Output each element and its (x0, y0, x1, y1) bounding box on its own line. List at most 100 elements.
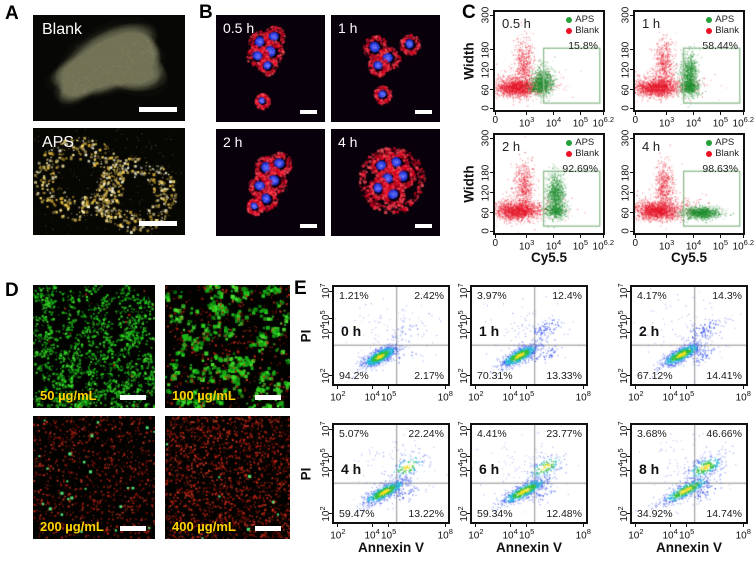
legend-entry: Blank (706, 148, 739, 160)
tick-mark (630, 172, 633, 174)
axis-tick-label: 104 (685, 238, 702, 253)
quadrant-percent-upper-right: 23.77% (546, 428, 582, 440)
tick-mark (579, 235, 581, 238)
tick-mark (444, 524, 446, 527)
live-dead-image-50: 50 µg/mL (33, 285, 155, 408)
tick-mark (329, 455, 332, 457)
legend-label: Blank (575, 147, 599, 159)
tick-mark (669, 524, 671, 527)
axis-tick-label: 105 (572, 238, 589, 253)
tick-mark (686, 386, 688, 389)
quadrant-percent-upper-right: 12.4% (552, 290, 582, 302)
x-axis-title: Annexin V (495, 540, 563, 555)
confocal-image-0.5h: 0.5 h (216, 15, 325, 122)
axis-tick-label: 105 (678, 389, 695, 404)
axis-tick-label: 105 (518, 527, 535, 542)
quadrant-percent-lower-right: 13.22% (408, 508, 444, 520)
quadrant-percent-lower-right: 14.41% (706, 370, 742, 382)
x-axis-title: Cy5.5 (670, 250, 708, 265)
axis-tick-label: 105 (572, 115, 589, 130)
plot-time-label: 0 h (341, 323, 362, 339)
tick-mark (467, 290, 470, 292)
tick-mark (329, 513, 332, 515)
scale-bar (120, 526, 146, 531)
axis-tick-label: 0 (632, 238, 639, 249)
tick-mark (509, 386, 511, 389)
y-axis-ticks: 107 105 104 102 (615, 421, 629, 524)
density-scatter-canvas (632, 287, 746, 384)
flow-plot-width-cy55-1h: 1 h APS Blank 58.44% (633, 10, 745, 112)
panel-label-b: B (199, 2, 213, 23)
scale-bar (415, 110, 432, 114)
tick-mark (444, 386, 446, 389)
axis-tick-label: 0 (632, 115, 639, 126)
tick-mark (329, 375, 332, 377)
legend-entry: Blank (706, 25, 739, 37)
blank-legend-dot (706, 151, 713, 158)
apoptosis-plot-4h: 5.07% 22.24% 59.47% 13.22% 4 h (332, 423, 450, 524)
panel-label-a: A (5, 3, 19, 24)
quadrant-percent-lower-left: 94.2% (339, 370, 369, 382)
axis-tick-label: 102 (330, 527, 346, 542)
plot-time-label: 2 h (502, 139, 521, 154)
axis-tick-label: 104 (545, 238, 562, 253)
apoptosis-plot-1h: 3.97% 12.4% 70.31% 13.33% 1 h (470, 285, 588, 386)
quadrant-percent-lower-left: 67.12% (637, 370, 673, 382)
y-axis-ticks: 107 105 104 102 (615, 283, 629, 386)
legend-entry: APS (706, 137, 739, 149)
axis-tick-label: 0 (492, 115, 499, 126)
concentration-label: 100 µg/mL (172, 388, 236, 403)
y-axis-title: Width (461, 165, 477, 203)
axis-tick-label: 104 (685, 115, 702, 130)
axis-tick-label: 108 (437, 527, 453, 542)
tick-mark (634, 112, 636, 115)
tick-mark (467, 317, 470, 319)
tick-mark (552, 112, 554, 115)
axis-tick-label: 105 (712, 238, 729, 253)
tick-mark (692, 235, 694, 238)
legend-label: APS (575, 14, 595, 25)
confocal-image-2h: 2 h (216, 129, 325, 236)
x-axis-ticks: 0 103 104 105 106.2 (492, 237, 614, 253)
quadrant-percent-upper-right: 22.24% (408, 428, 444, 440)
quadrant-percent-upper-left: 4.17% (637, 290, 667, 302)
concentration-label: 400 µg/mL (172, 519, 236, 534)
tick-mark (490, 69, 493, 71)
quadrant-percent-upper-right: 14.3% (712, 290, 742, 302)
plot-time-label: 2 h (639, 323, 660, 339)
aps-legend-dot (706, 17, 713, 24)
tick-mark (371, 524, 373, 527)
tick-mark (509, 524, 511, 527)
axis-tick-label: 108 (735, 527, 751, 542)
axis-tick-label: 105 (380, 527, 397, 542)
live-dead-image-100: 100 µg/mL (165, 285, 290, 408)
quadrant-percent-lower-left: 59.47% (339, 508, 375, 520)
image-label: 0.5 h (223, 20, 255, 36)
x-axis-title: Annexin V (357, 540, 425, 555)
confocal-canvas (331, 15, 440, 122)
tick-mark (526, 112, 528, 115)
fluorescence-image-blank: Blank (33, 15, 185, 121)
tick-mark (627, 317, 630, 319)
flow-plot-width-cy55-0.5h: 0.5 h APS Blank 15.8% (493, 10, 605, 112)
blank-legend-dot (566, 151, 573, 158)
x-axis-ticks: 102 104 105 108 (468, 526, 591, 542)
density-scatter-canvas (334, 425, 448, 522)
apoptosis-plot-6h: 4.41% 23.77% 59.34% 12.48% 6 h (470, 423, 588, 524)
tick-mark (329, 469, 332, 471)
panel-label-c: C (462, 2, 476, 23)
plot-time-label: 4 h (341, 461, 362, 477)
y-axis-title: Width (461, 42, 477, 80)
axis-tick-label: 108 (735, 389, 751, 404)
quadrant-percent-upper-left: 3.68% (637, 428, 667, 440)
axis-tick-label: 103 (658, 115, 675, 130)
blank-legend-dot (706, 28, 713, 35)
tick-mark (627, 469, 630, 471)
quadrant-percent-lower-left: 34.92% (637, 508, 673, 520)
y-axis-ticks: 300 180 120 60 0 (479, 130, 492, 235)
tick-mark (490, 212, 493, 214)
tick-mark (388, 524, 390, 527)
plot-legend: APS Blank (706, 137, 739, 160)
quadrant-percent-upper-right: 2.42% (414, 290, 444, 302)
quadrant-percent-lower-right: 12.48% (546, 508, 582, 520)
